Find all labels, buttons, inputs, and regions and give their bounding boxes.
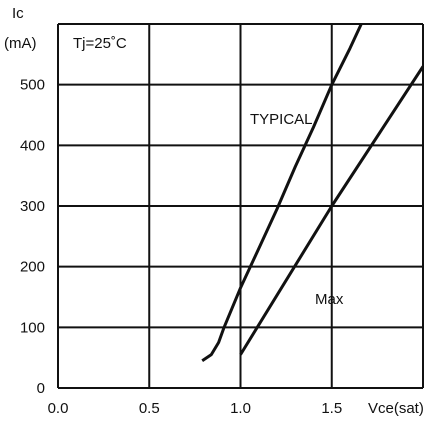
y-tick-labels: 0 100 200 300 400 500 (20, 77, 45, 397)
y-axis-label-line2: (mA) (4, 35, 37, 52)
x-tick-label: 0.5 (139, 400, 160, 417)
series-group (201, 24, 423, 362)
y-tick-label: 500 (20, 77, 45, 94)
condition-label: Tj=25˚C (73, 35, 127, 52)
x-axis-label: Vce(sat) (368, 400, 424, 417)
series-line-max (239, 65, 423, 356)
series-line-typical (201, 24, 363, 362)
y-axis-label-line1: Ic (12, 5, 24, 22)
y-tick-label: 400 (20, 137, 45, 154)
series-label-max: Max (315, 291, 344, 308)
y-tick-label: 200 (20, 259, 45, 276)
y-tick-label: 300 (20, 198, 45, 215)
x-tick-label: 0.0 (48, 400, 69, 417)
series-label-typical: TYPICAL (250, 111, 313, 128)
y-tick-label: 0 (37, 380, 45, 397)
y-tick-label: 100 (20, 319, 45, 336)
grid (57, 23, 424, 389)
x-tick-label: 1.5 (321, 400, 342, 417)
x-tick-label: 1.0 (230, 400, 251, 417)
x-tick-labels: 0.0 0.5 1.0 1.5 (48, 400, 343, 417)
